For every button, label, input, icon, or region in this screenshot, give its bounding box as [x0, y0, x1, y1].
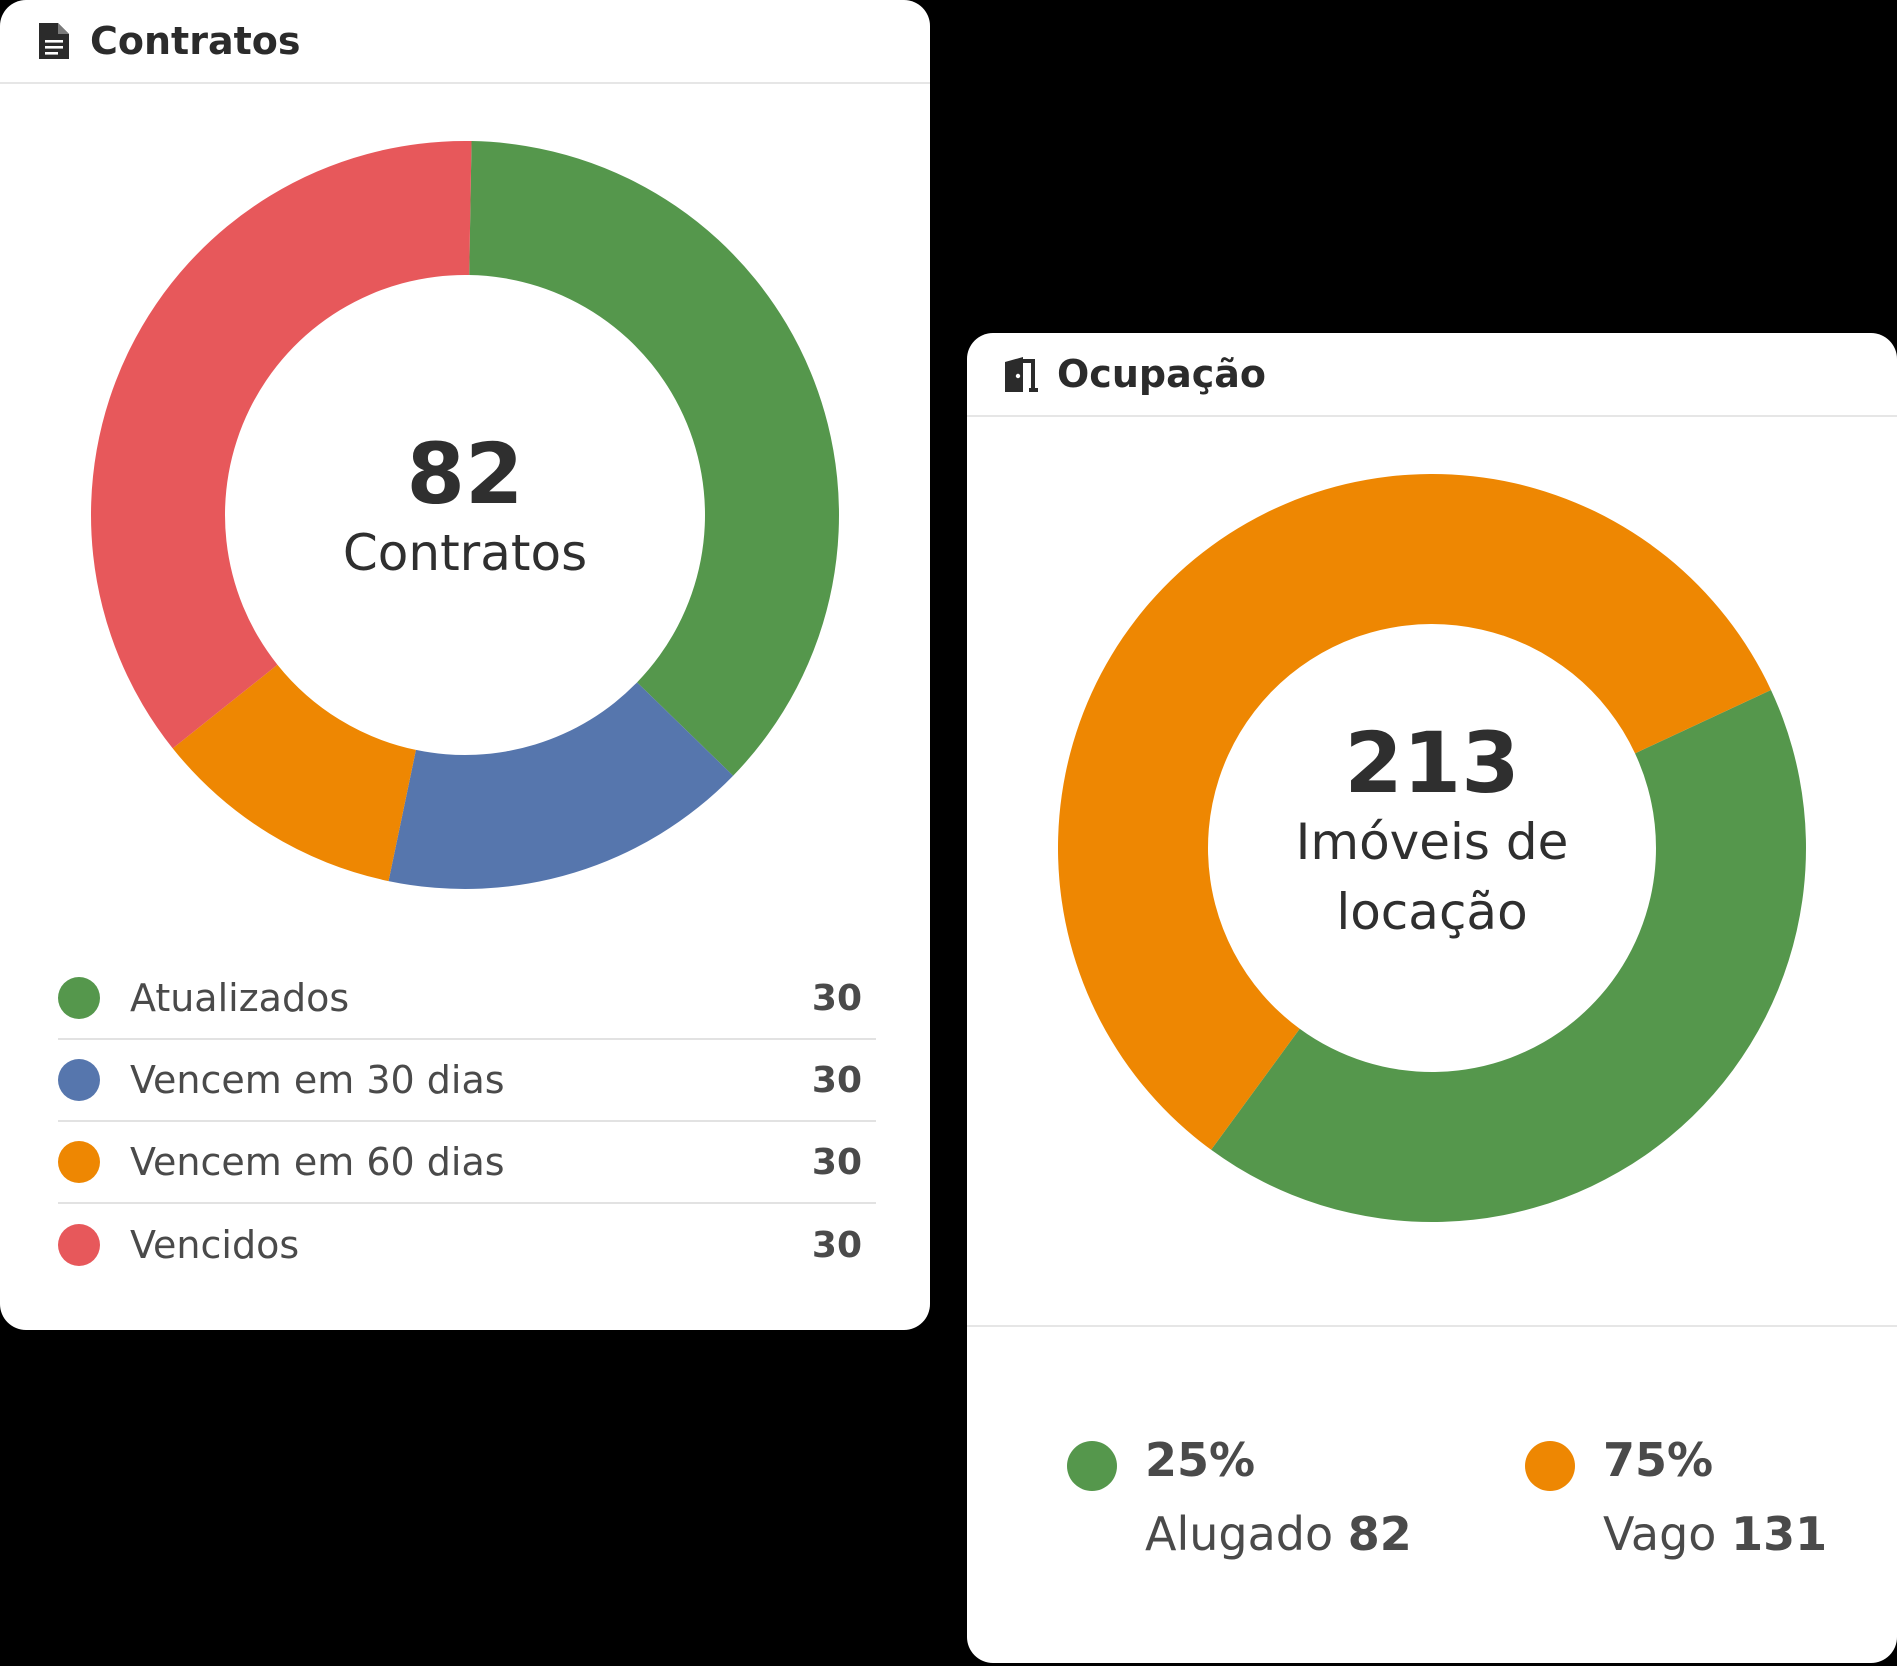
donut-center: 82 Contratos — [215, 430, 715, 588]
ocupacao-donut-chart — [1058, 474, 1806, 1222]
legend-value: 30 — [811, 1224, 862, 1266]
legend-value: 30 — [811, 977, 862, 1019]
divider — [967, 1325, 1897, 1327]
occupancy-percent: 25% — [1145, 1433, 1256, 1487]
card-header: Ocupação — [967, 333, 1897, 417]
occupancy-label: Alugado — [1145, 1507, 1334, 1561]
donut-segment-vencidos — [90, 141, 472, 749]
total-number: 213 — [1344, 714, 1520, 812]
contratos-card: Contratos 82 Contratos Atualizados 30 Venc… — [0, 0, 930, 1330]
card-title: Ocupação — [1057, 352, 1266, 396]
donut-segment-atualizados — [469, 141, 839, 776]
legend-dot — [1525, 1441, 1575, 1491]
total-label: Contratos — [342, 524, 588, 583]
legend-dot — [58, 1059, 100, 1101]
legend-row: Vencem em 60 dias 30 — [58, 1122, 876, 1204]
legend-label: Atualizados — [130, 976, 350, 1020]
total-label-line2: locação — [1336, 883, 1528, 942]
ocupacao-card: Ocupação 213 Imóveis de locação 25% Alug… — [967, 333, 1897, 1663]
legend-dot — [58, 977, 100, 1019]
legend-dot — [58, 1141, 100, 1183]
occupancy-label: Vago — [1603, 1507, 1717, 1561]
contratos-legend: Atualizados 30 Vencem em 30 dias 30 Vencem e… — [58, 958, 876, 1286]
legend-dot — [1067, 1441, 1117, 1491]
legend-value: 30 — [811, 1059, 862, 1101]
total-label-line1: Imóveis de — [1295, 813, 1569, 872]
occupancy-detail: Alugado 82 — [1145, 1507, 1412, 1561]
occupancy-percent: 75% — [1603, 1433, 1714, 1487]
legend-row: Atualizados 30 — [58, 958, 876, 1040]
donut-segment-vago — [1058, 474, 1771, 1150]
donut-segment-vencem-em-30-dias — [388, 682, 734, 889]
donut-segment-alugado — [1211, 689, 1806, 1222]
donut-center: 213 Imóveis de locação — [1182, 719, 1682, 947]
legend-label: Vencidos — [130, 1223, 300, 1267]
occupancy-count: 82 — [1347, 1507, 1412, 1561]
contratos-donut-chart — [90, 141, 839, 889]
legend-row: Vencidos 30 — [58, 1204, 876, 1286]
legend-label: Vencem em 30 dias — [130, 1058, 505, 1102]
card-header: Contratos — [0, 0, 930, 84]
total-number: 82 — [406, 425, 524, 523]
legend-value: 30 — [811, 1141, 862, 1183]
occupancy-detail: Vago 131 — [1603, 1507, 1827, 1561]
document-icon — [39, 23, 69, 59]
card-title: Contratos — [90, 19, 301, 63]
legend-label: Vencem em 60 dias — [130, 1140, 505, 1184]
legend-row: Vencem em 30 dias 30 — [58, 1040, 876, 1122]
door-icon — [1005, 357, 1038, 392]
occupancy-count: 131 — [1731, 1507, 1828, 1561]
donut-segment-vencem-em-60-dias — [172, 664, 416, 882]
legend-dot — [58, 1224, 100, 1266]
